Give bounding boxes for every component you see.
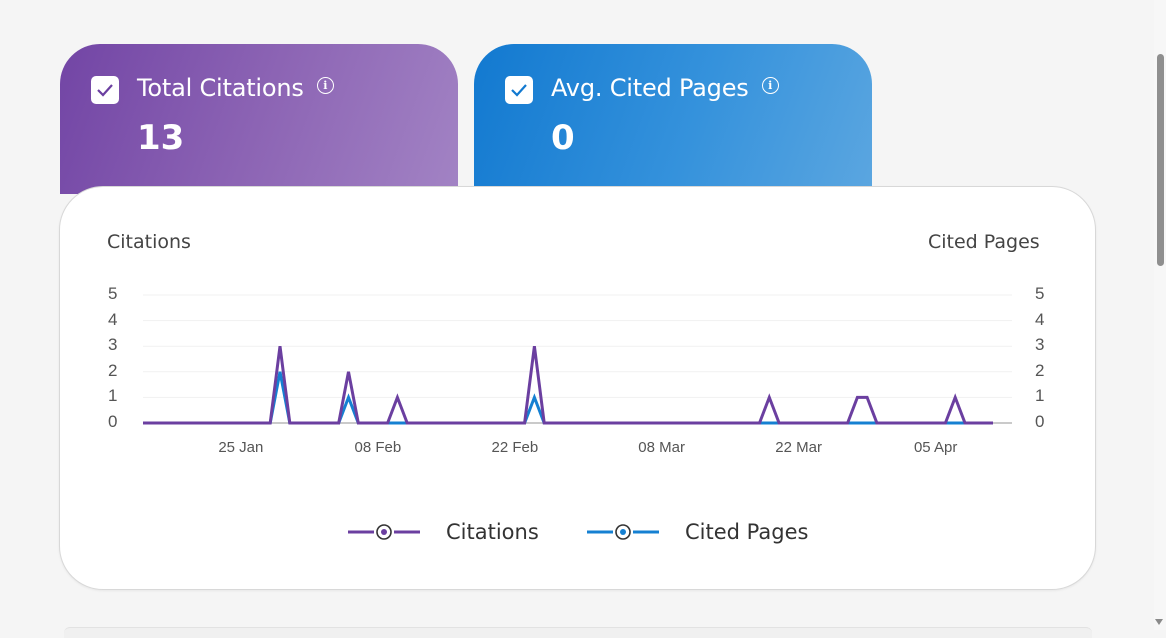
y-tick-left: 0 bbox=[108, 412, 118, 431]
kpi-label: Avg. Cited Pages i bbox=[551, 74, 779, 102]
x-tick: 25 Jan bbox=[218, 439, 264, 456]
checkmark-icon bbox=[97, 84, 113, 97]
y-tick-right: 4 bbox=[1035, 309, 1045, 329]
scrollbar[interactable] bbox=[1154, 0, 1166, 630]
y-tick-left: 1 bbox=[108, 386, 118, 406]
kpi-label: Total Citations i bbox=[137, 74, 334, 102]
y-tick-left: 3 bbox=[108, 335, 118, 355]
kpi-card-total-citations[interactable]: Total Citations i 13 bbox=[60, 44, 458, 194]
series-line-citations[interactable] bbox=[143, 346, 993, 425]
chart-card bbox=[59, 186, 1096, 590]
y-tick-right: 3 bbox=[1035, 335, 1045, 355]
x-tick: 08 Mar bbox=[638, 439, 685, 456]
legend-line-marker-icon bbox=[587, 524, 659, 540]
y-tick-left: 4 bbox=[108, 309, 118, 329]
info-icon[interactable]: i bbox=[761, 76, 779, 94]
right-axis-title: Cited Pages bbox=[928, 231, 1040, 253]
next-card-edge bbox=[64, 627, 1092, 638]
x-tick: 08 Feb bbox=[354, 439, 402, 456]
x-tick: 22 Feb bbox=[491, 439, 539, 456]
y-tick-left: 2 bbox=[108, 360, 118, 380]
left-axis-title: Citations bbox=[107, 231, 191, 253]
info-icon[interactable]: i bbox=[316, 76, 334, 94]
scroll-down-arrow-icon[interactable] bbox=[1155, 619, 1163, 625]
scrollbar-thumb[interactable] bbox=[1157, 54, 1164, 266]
kpi-value: 0 bbox=[551, 118, 575, 158]
kpi-value: 13 bbox=[137, 118, 185, 158]
y-tick-right: 2 bbox=[1035, 360, 1045, 380]
y-tick-right: 5 bbox=[1035, 284, 1045, 303]
legend-item-cited-pages[interactable]: Cited Pages bbox=[587, 520, 808, 544]
kpi-label-text: Total Citations bbox=[137, 74, 304, 102]
legend-item-citations[interactable]: Citations bbox=[348, 520, 539, 544]
checkbox-total-citations[interactable] bbox=[91, 76, 119, 104]
kpi-card-avg-cited-pages[interactable]: Avg. Cited Pages i 0 bbox=[474, 44, 872, 194]
legend-line-marker-icon bbox=[348, 524, 420, 540]
x-tick: 22 Mar bbox=[775, 439, 822, 456]
legend-label: Citations bbox=[446, 520, 539, 544]
y-tick-right: 1 bbox=[1035, 386, 1045, 406]
y-tick-right: 0 bbox=[1035, 412, 1045, 431]
kpi-label-text: Avg. Cited Pages bbox=[551, 74, 749, 102]
legend-label: Cited Pages bbox=[685, 520, 809, 544]
x-tick: 05 Apr bbox=[913, 439, 958, 456]
checkbox-avg-cited-pages[interactable] bbox=[505, 76, 533, 104]
checkmark-icon bbox=[511, 84, 527, 97]
y-tick-left: 5 bbox=[108, 284, 118, 303]
